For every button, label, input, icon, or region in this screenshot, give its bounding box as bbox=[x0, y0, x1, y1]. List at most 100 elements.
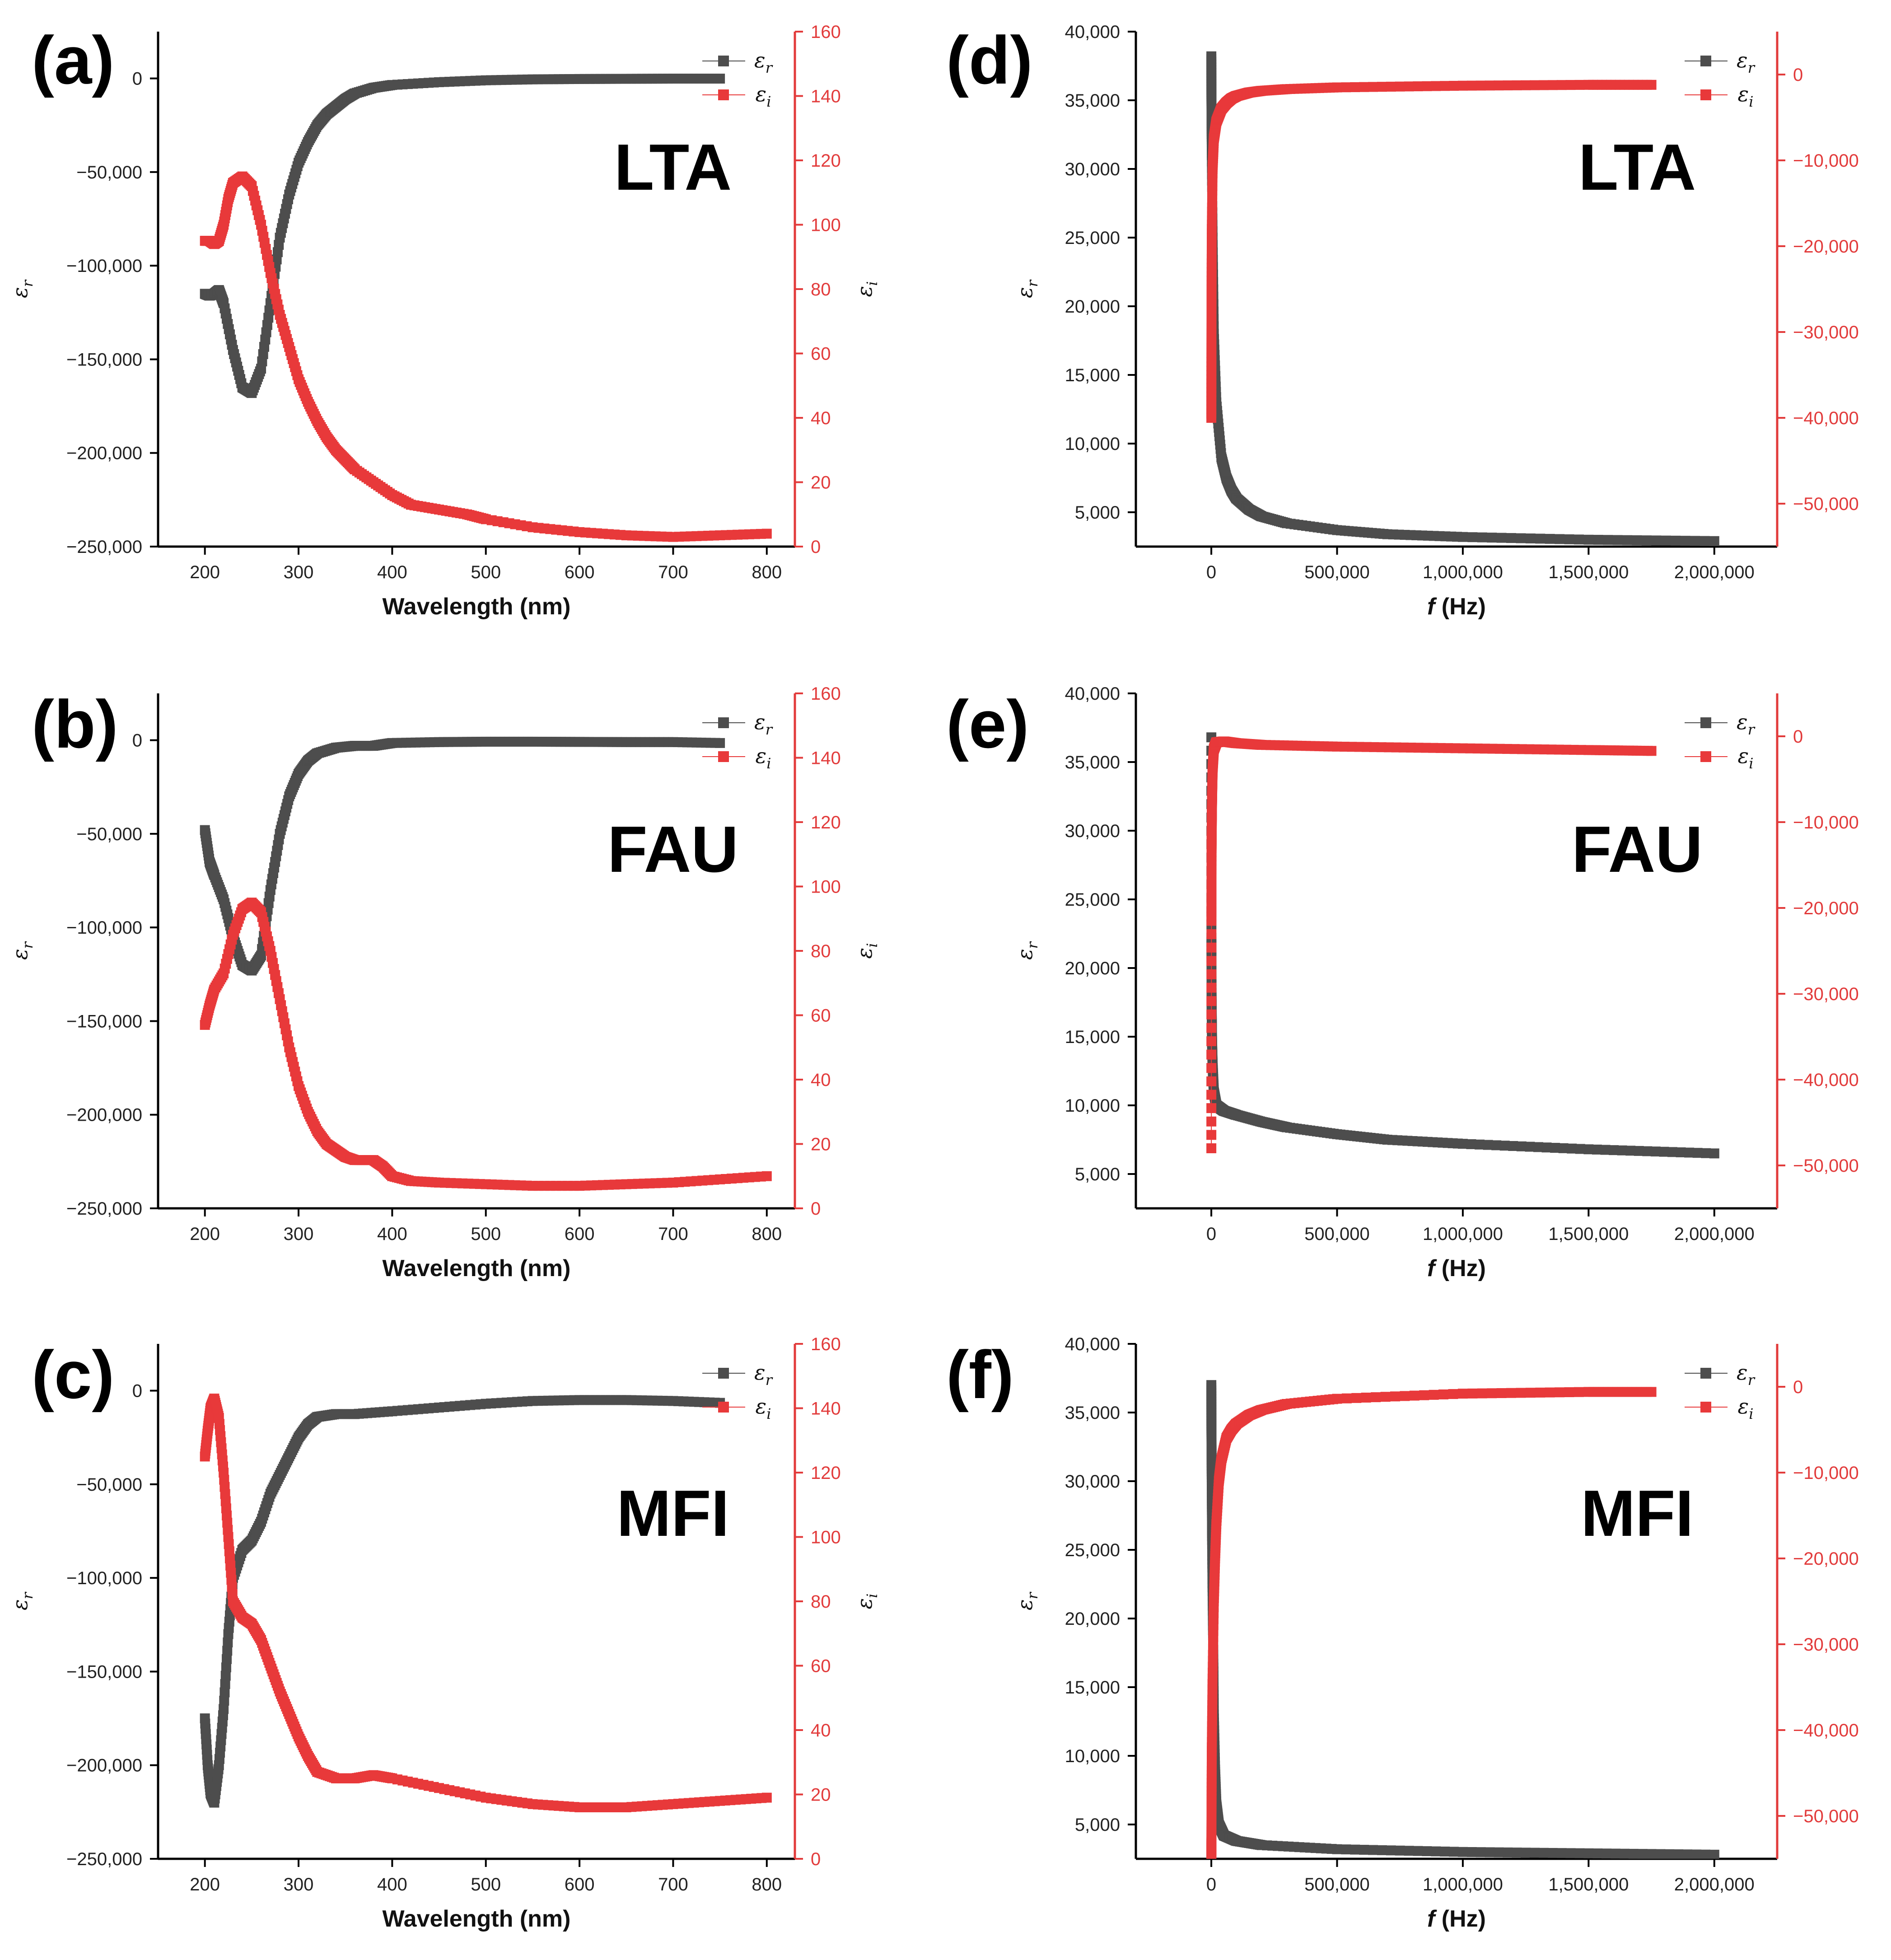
data-point bbox=[1475, 80, 1486, 91]
material-label: FAU bbox=[1572, 813, 1703, 886]
data-point bbox=[1332, 82, 1342, 93]
y-right-tick-label: 140 bbox=[811, 748, 841, 768]
x-tick-label: 200 bbox=[190, 562, 220, 582]
data-point bbox=[1516, 533, 1526, 543]
legend-label-eps-r: εr bbox=[1737, 48, 1756, 76]
data-point bbox=[1521, 80, 1531, 90]
x-tick-label: 800 bbox=[752, 562, 782, 582]
data-point bbox=[1457, 1847, 1468, 1857]
data-point bbox=[1555, 534, 1565, 544]
x-tick-label: 500 bbox=[471, 1875, 501, 1895]
y-left-tick-label: 10,000 bbox=[1065, 1096, 1120, 1116]
data-point bbox=[1466, 1847, 1477, 1857]
legend-label-eps-r: εr bbox=[1737, 1360, 1756, 1389]
legend-marker bbox=[1700, 751, 1711, 762]
y-left-tick-label: 40,000 bbox=[1065, 22, 1120, 42]
panel-label: (b) bbox=[32, 686, 118, 762]
data-point bbox=[1438, 1389, 1449, 1399]
x-axis-title: f (Hz) bbox=[1427, 1255, 1486, 1282]
data-point bbox=[1413, 1846, 1423, 1856]
data-point bbox=[222, 1646, 233, 1656]
data-point bbox=[1535, 533, 1545, 544]
data-point bbox=[1506, 1388, 1517, 1398]
x-tick-label: 200 bbox=[190, 1224, 220, 1244]
panel-label: (c) bbox=[32, 1337, 114, 1413]
y-right-tick-label: 80 bbox=[811, 941, 831, 961]
data-point bbox=[1206, 1090, 1217, 1100]
y-right-tick-label: 120 bbox=[811, 813, 841, 833]
data-point bbox=[1573, 1387, 1584, 1397]
y-right-tick-label: −20,000 bbox=[1793, 237, 1859, 257]
x-tick-label: 0 bbox=[1206, 562, 1216, 582]
data-point bbox=[1545, 533, 1555, 544]
data-point bbox=[1625, 1146, 1636, 1156]
y-right-tick-label: −20,000 bbox=[1793, 898, 1859, 918]
x-tick-label: 500,000 bbox=[1304, 1875, 1370, 1895]
x-tick-label: 500 bbox=[471, 562, 501, 582]
y-right-tick-label: −10,000 bbox=[1793, 1463, 1859, 1483]
y-left-axis-title: εr bbox=[1013, 1591, 1041, 1610]
data-point bbox=[1377, 1845, 1387, 1855]
data-point bbox=[1419, 1390, 1429, 1400]
legend-label-eps-r: εr bbox=[1737, 710, 1756, 738]
data-point bbox=[1506, 533, 1517, 543]
data-point bbox=[1485, 1847, 1495, 1857]
data-point bbox=[1422, 81, 1432, 91]
x-tick-label: 2,000,000 bbox=[1674, 1224, 1755, 1244]
series-eps-i bbox=[1206, 1387, 1657, 1859]
data-point bbox=[1593, 535, 1603, 545]
y-left-tick-label: 5,000 bbox=[1075, 503, 1120, 523]
data-point bbox=[1667, 1147, 1677, 1157]
data-point bbox=[1535, 1387, 1545, 1398]
y-right-tick-label: 0 bbox=[811, 537, 821, 557]
y-right-tick-label: 140 bbox=[811, 1399, 841, 1419]
data-point bbox=[1558, 1143, 1569, 1153]
data-point bbox=[1659, 1146, 1669, 1157]
data-point bbox=[1628, 1848, 1639, 1859]
y-left-tick-label: 40,000 bbox=[1065, 1334, 1120, 1354]
x-tick-label: 1,000,000 bbox=[1423, 1224, 1503, 1244]
data-point bbox=[715, 738, 725, 748]
data-point bbox=[1431, 81, 1441, 91]
data-point bbox=[761, 529, 772, 539]
data-point bbox=[1709, 1849, 1719, 1859]
data-point bbox=[1556, 80, 1567, 90]
legend-label-eps-r: εr bbox=[754, 1360, 773, 1389]
x-tick-label: 600 bbox=[565, 1224, 595, 1244]
y-left-tick-label: 25,000 bbox=[1065, 890, 1120, 910]
data-point bbox=[1206, 982, 1217, 993]
x-tick-label: 800 bbox=[752, 1224, 782, 1244]
x-tick-label: 800 bbox=[752, 1875, 782, 1895]
data-point bbox=[1457, 532, 1468, 542]
x-tick-label: 0 bbox=[1206, 1224, 1216, 1244]
data-point bbox=[1692, 1148, 1703, 1158]
legend-label-eps-i: εi bbox=[756, 1394, 771, 1422]
y-right-tick-label: 40 bbox=[811, 408, 831, 428]
data-point bbox=[1341, 1393, 1352, 1403]
y-right-tick-label: −50,000 bbox=[1793, 1156, 1859, 1176]
data-point bbox=[1555, 1387, 1565, 1398]
data-point bbox=[1491, 1140, 1502, 1151]
x-tick-label: 500 bbox=[471, 1224, 501, 1244]
data-point bbox=[1206, 1116, 1217, 1127]
y-right-tick-label: 100 bbox=[811, 877, 841, 897]
data-point bbox=[1350, 82, 1360, 92]
data-point bbox=[1483, 1140, 1493, 1150]
y-right-tick-label: −10,000 bbox=[1793, 151, 1859, 171]
data-point bbox=[761, 1171, 772, 1181]
data-point bbox=[1457, 80, 1468, 91]
series-line bbox=[1211, 1385, 1714, 1855]
legend-marker bbox=[718, 1368, 729, 1379]
x-tick-label: 700 bbox=[658, 1875, 688, 1895]
data-point bbox=[1508, 1141, 1518, 1151]
y-right-tick-label: 20 bbox=[811, 1135, 831, 1155]
data-point bbox=[1457, 1139, 1468, 1149]
data-point bbox=[1512, 80, 1522, 90]
data-point bbox=[1477, 532, 1487, 543]
data-point bbox=[1592, 1144, 1602, 1155]
y-left-axis-title: εr bbox=[8, 279, 36, 298]
panel-label: (f) bbox=[946, 1337, 1014, 1413]
series-line bbox=[1211, 741, 1652, 1149]
series-line bbox=[1211, 56, 1714, 542]
data-point bbox=[1206, 1036, 1217, 1047]
